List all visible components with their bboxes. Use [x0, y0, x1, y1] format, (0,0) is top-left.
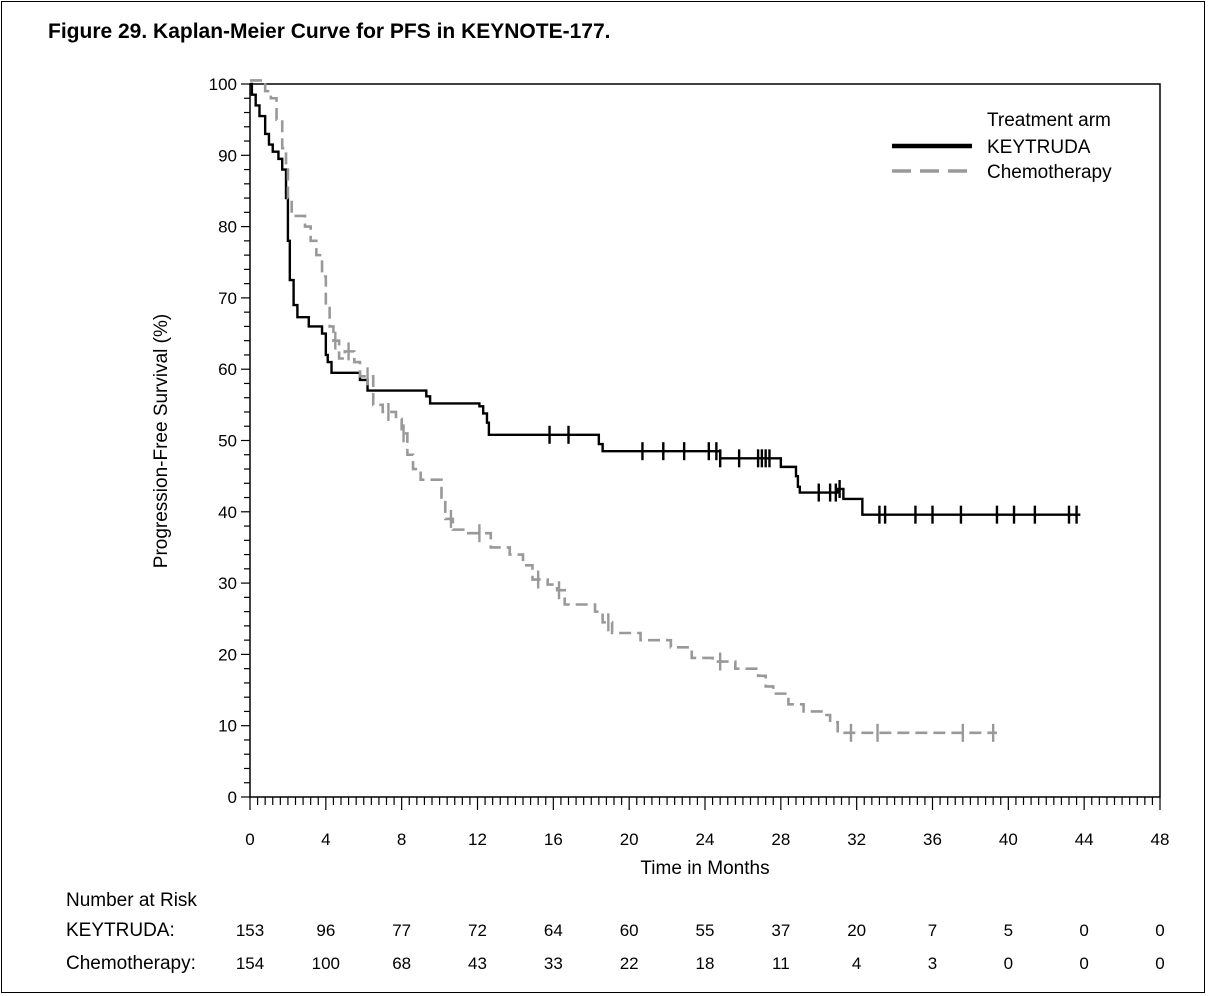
- y-tick-label: 70: [218, 289, 237, 308]
- risk-value: 0: [1079, 954, 1088, 973]
- x-tick-label: 0: [245, 830, 254, 849]
- risk-value: 154: [236, 954, 264, 973]
- risk-value: 18: [696, 954, 715, 973]
- risk-value: 7: [928, 921, 937, 940]
- y-axis-title: Progression-Free Survival (%): [151, 314, 172, 568]
- x-tick-label: 44: [1075, 830, 1094, 849]
- x-axis-title: Time in Months: [640, 858, 769, 879]
- plot-border: [249, 83, 1161, 798]
- plot-area: [249, 83, 1161, 798]
- risk-value: 20: [847, 921, 866, 940]
- risk-value: 43: [468, 954, 487, 973]
- risk-value: 0: [1155, 921, 1164, 940]
- risk-value: 11: [772, 954, 790, 973]
- risk-value: 77: [392, 921, 411, 940]
- legend-title: Treatment arm: [987, 110, 1111, 131]
- y-tick-label: 0: [228, 788, 237, 807]
- y-tick-label: 60: [218, 360, 237, 379]
- risk-value: 4: [852, 954, 861, 973]
- km-curve-chemotherapy: [250, 79, 997, 735]
- risk-value: 0: [1155, 954, 1164, 973]
- risk-value: 96: [316, 921, 335, 940]
- risk-value: 0: [1004, 954, 1013, 973]
- risk-value: 55: [696, 921, 715, 940]
- y-tick-label: 10: [218, 717, 237, 736]
- y-axis: 0 10 20 30 40 50 60 70 80 90 100 Progression-Free S…: [151, 75, 250, 807]
- y-tick-label: 100: [209, 75, 237, 94]
- y-tick-label: 20: [218, 645, 237, 664]
- x-tick-label: 16: [544, 830, 563, 849]
- x-tick-label: 20: [620, 830, 639, 849]
- y-tick-label: 90: [218, 146, 237, 165]
- x-tick-label: 8: [397, 830, 406, 849]
- risk-value: 64: [544, 921, 563, 940]
- risk-row-label: KEYTRUDA:: [66, 920, 175, 941]
- y-tick-label: 80: [218, 218, 237, 237]
- risk-value: 60: [620, 921, 639, 940]
- risk-value: 153: [236, 921, 264, 940]
- risk-value: 5: [1004, 921, 1013, 940]
- x-tick-label: 4: [321, 830, 330, 849]
- risk-value: 3: [928, 954, 937, 973]
- risk-row-label: Chemotherapy:: [66, 953, 196, 974]
- x-tick-label: 32: [847, 830, 866, 849]
- legend: Treatment arm KEYTRUDA Chemotherapy: [892, 110, 1112, 183]
- x-tick-label: 24: [696, 830, 715, 849]
- risk-value: 100: [312, 954, 340, 973]
- risk-table-heading: Number at Risk: [66, 890, 197, 911]
- x-tick-label: 36: [923, 830, 942, 849]
- risk-value: 72: [468, 921, 487, 940]
- x-tick-label: 28: [771, 830, 790, 849]
- legend-label-keytruda: KEYTRUDA: [987, 137, 1091, 158]
- risk-value: 37: [771, 921, 790, 940]
- risk-value: 0: [1079, 921, 1088, 940]
- y-tick-label: 50: [218, 432, 237, 451]
- x-tick-label: 48: [1151, 830, 1170, 849]
- legend-label-chemotherapy: Chemotherapy: [987, 162, 1112, 183]
- curves: [250, 79, 1081, 742]
- risk-value: 68: [392, 954, 411, 973]
- x-tick-label: 40: [999, 830, 1018, 849]
- x-tick-label: 12: [468, 830, 487, 849]
- risk-value: 22: [620, 954, 639, 973]
- figure-title: Figure 29. Kaplan-Meier Curve for PFS in…: [48, 20, 611, 43]
- km-curve-keytruda: [250, 82, 1081, 516]
- y-tick-label: 30: [218, 574, 237, 593]
- y-tick-label: 40: [218, 503, 237, 522]
- risk-value: 33: [544, 954, 563, 973]
